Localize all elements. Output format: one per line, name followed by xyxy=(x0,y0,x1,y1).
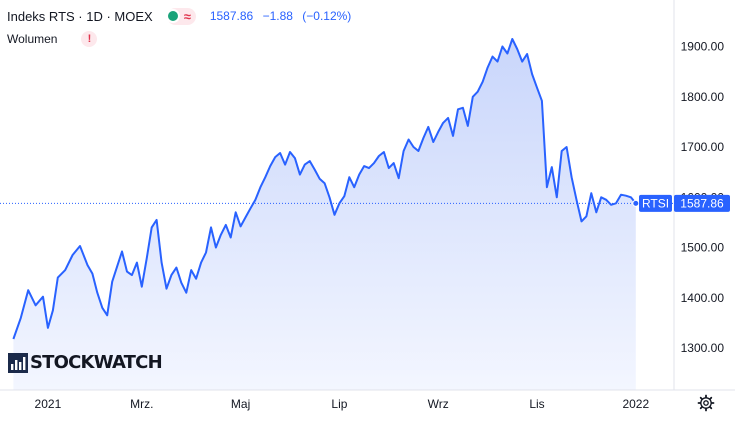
x-tick-label: Lis xyxy=(529,397,544,411)
market-open-icon xyxy=(165,9,180,23)
last-price-tag[interactable]: RTSI 1587.86 xyxy=(639,194,730,212)
settings-gear-icon[interactable] xyxy=(697,394,715,412)
price-change-pct: (−0.12%) xyxy=(302,9,352,23)
x-tick-label: 2021 xyxy=(35,397,62,411)
x-tick-label: Lip xyxy=(331,397,347,411)
symbol-title[interactable]: Indeks RTS · 1D · MOEX xyxy=(7,8,153,24)
logo-text: STOCKWATCH xyxy=(30,352,163,373)
y-tick-label: 1400.00 xyxy=(681,291,725,305)
x-tick-label: Wrz xyxy=(428,397,449,411)
market-status-pill[interactable]: ≈ xyxy=(165,7,196,25)
stockwatch-logo[interactable]: STOCKWATCH xyxy=(8,352,163,373)
approx-icon: ≈ xyxy=(183,8,191,24)
price-tag-symbol: RTSI xyxy=(642,196,669,210)
y-tick-label: 1500.00 xyxy=(681,241,725,255)
y-tick-label: 1300.00 xyxy=(681,341,725,355)
y-tick-label: 1800.00 xyxy=(681,90,725,104)
last-price: 1587.86 xyxy=(209,9,254,23)
y-tick-label: 1900.00 xyxy=(681,40,725,54)
last-point-marker[interactable] xyxy=(632,199,640,207)
warning-icon[interactable]: ! xyxy=(81,31,98,47)
volume-label[interactable]: Wolumen xyxy=(7,32,58,46)
x-tick-label: 2022 xyxy=(622,397,649,411)
legend-header: Indeks RTS · 1D · MOEX ≈ 1587.86 −1.88 (… xyxy=(7,7,357,25)
series-area-fill xyxy=(13,39,636,390)
volume-legend: Wolumen ! xyxy=(7,31,98,47)
x-tick-label: Mrz. xyxy=(130,397,153,411)
price-change: −1.88 xyxy=(262,9,293,23)
price-readout: 1587.86 −1.88 (−0.12%) xyxy=(210,9,357,23)
y-tick-label: 1700.00 xyxy=(681,140,725,154)
logo-bars-icon xyxy=(8,352,28,373)
series-line-rtsi[interactable] xyxy=(12,38,637,340)
x-tick-label: Maj xyxy=(231,397,250,411)
price-tag-value: 1587.86 xyxy=(680,196,724,210)
